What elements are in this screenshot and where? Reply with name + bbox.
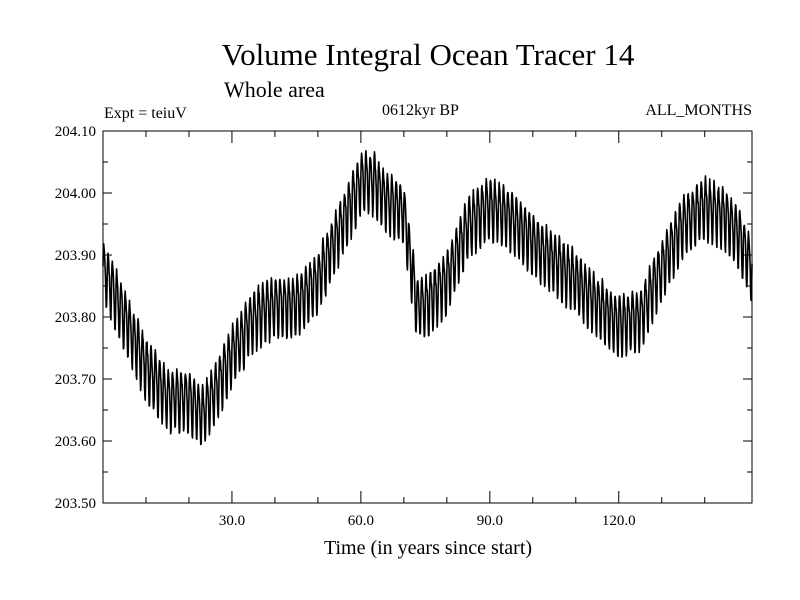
chart-subtitle: Whole area: [224, 77, 325, 102]
y-tick-label: 203.70: [55, 372, 96, 388]
experiment-label: Expt = teiuV: [104, 105, 187, 122]
x-tick-label: 30.0: [219, 513, 245, 529]
x-tick-label: 120.0: [602, 513, 636, 529]
series-line: [102, 149, 753, 446]
y-tick-label: 203.90: [55, 248, 96, 264]
plot-frame: [102, 130, 753, 504]
y-tick-label: 203.50: [55, 496, 96, 512]
y-tick-label: 203.60: [55, 434, 96, 450]
x-axis-label: Time (in years since start): [324, 537, 532, 559]
period-label: 0612kyr BP: [382, 102, 459, 119]
months-label: ALL_MONTHS: [645, 102, 752, 119]
series-layer: [102, 149, 753, 446]
y-tick-label: 203.80: [55, 310, 96, 326]
chart-title: Volume Integral Ocean Tracer 14: [222, 37, 635, 72]
y-tick-label: 204.10: [55, 124, 96, 140]
x-tick-label: 60.0: [348, 513, 374, 529]
y-tick-label: 204.00: [55, 186, 96, 202]
x-tick-label: 90.0: [477, 513, 503, 529]
